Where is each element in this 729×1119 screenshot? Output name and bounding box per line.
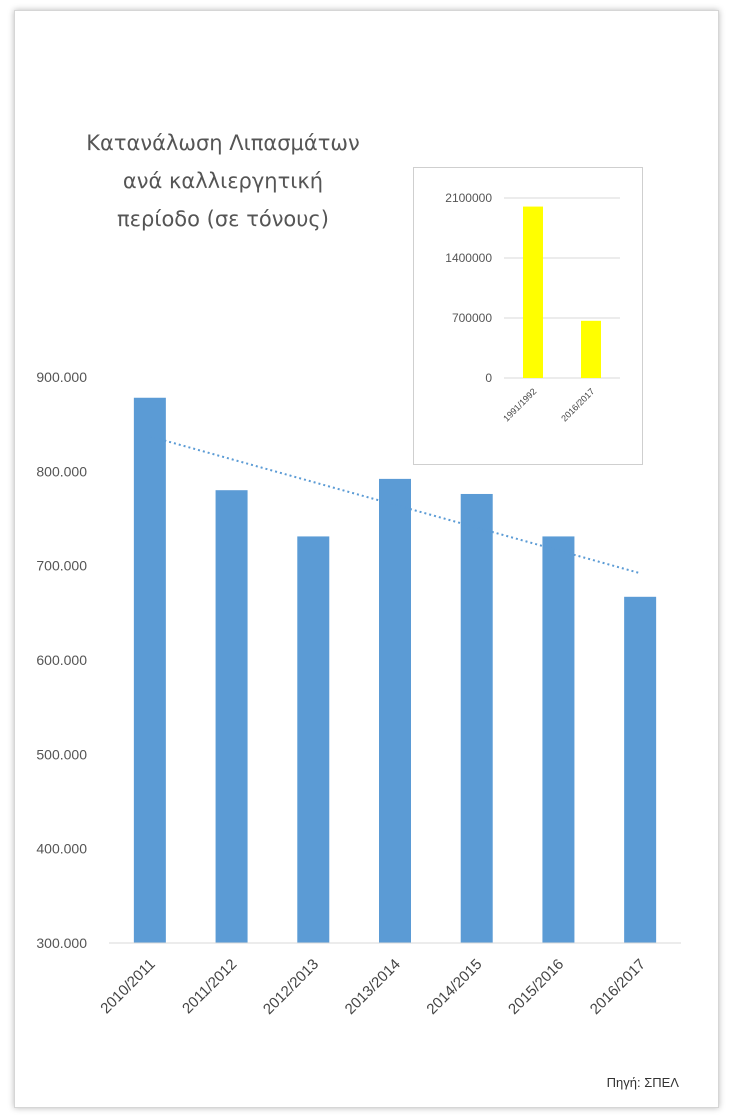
y-tick-label: 900.000 xyxy=(36,369,87,385)
inset-y-tick-label: 700000 xyxy=(452,311,492,325)
title-line-2: ανά καλλιεργητική xyxy=(123,169,323,193)
bar xyxy=(460,493,493,943)
inset-chart-frame: 0 700000 1400000 2100000 1991/1992 2016/2017 xyxy=(413,167,643,465)
bars xyxy=(133,397,657,944)
source-note: Πηγή: ΣΠΕΛ xyxy=(607,1075,680,1090)
inset-bar-chart: 0 700000 1400000 2100000 1991/1992 2016/2017 xyxy=(445,191,620,423)
bar xyxy=(379,478,411,943)
inset-y-tick-label: 0 xyxy=(485,371,492,385)
x-tick-label: 2011/2012 xyxy=(179,956,240,1017)
bar xyxy=(624,596,657,943)
x-tick-label: 2010/2011 xyxy=(97,956,158,1017)
y-tick-label: 800.000 xyxy=(36,463,87,479)
x-tick-label: 2015/2016 xyxy=(505,956,567,1018)
inset-y-axis-ticks: 0 700000 1400000 2100000 xyxy=(445,191,492,385)
x-axis-ticks: 2010/2011 2011/2012 2012/2013 2013/2014 2014… xyxy=(97,956,649,1018)
y-tick-label: 700.000 xyxy=(36,558,87,574)
bar xyxy=(297,536,330,943)
x-tick-label: 2014/2015 xyxy=(423,956,485,1018)
y-axis-ticks: 300.000 400.000 500.000 600.000 700.000 800.0… xyxy=(36,369,87,951)
bar xyxy=(215,490,248,943)
inset-x-axis-ticks: 1991/1992 2016/2017 xyxy=(501,386,596,423)
inset-gridlines xyxy=(504,197,620,379)
y-tick-label: 300.000 xyxy=(36,935,87,951)
y-tick-label: 600.000 xyxy=(36,652,87,668)
chart-title: Κατανάλωση Λιπασμάτων ανά καλλιεργητική … xyxy=(86,131,359,231)
title-line-1: Κατανάλωση Λιπασμάτων xyxy=(86,131,359,155)
inset-y-tick-label: 1400000 xyxy=(445,251,492,265)
inset-x-tick-label: 1991/1992 xyxy=(501,386,538,423)
x-tick-label: 2012/2013 xyxy=(260,956,322,1018)
inset-bars xyxy=(523,206,601,378)
y-tick-label: 500.000 xyxy=(36,746,87,762)
inset-x-tick-label: 2016/2017 xyxy=(559,386,596,423)
bar xyxy=(542,536,575,943)
inset-bar xyxy=(523,206,543,378)
inset-bar xyxy=(581,320,601,378)
bar xyxy=(133,397,166,944)
title-line-3: περίοδο (σε τόνους) xyxy=(117,207,329,231)
y-tick-label: 400.000 xyxy=(36,841,87,857)
x-tick-label: 2013/2014 xyxy=(342,956,404,1018)
chart-card: Κατανάλωση Λιπασμάτων ανά καλλιεργητική … xyxy=(14,10,719,1108)
x-tick-label: 2016/2017 xyxy=(587,956,649,1018)
inset-y-tick-label: 2100000 xyxy=(445,191,492,205)
main-bar-chart: Κατανάλωση Λιπασμάτων ανά καλλιεργητική … xyxy=(36,131,681,1090)
